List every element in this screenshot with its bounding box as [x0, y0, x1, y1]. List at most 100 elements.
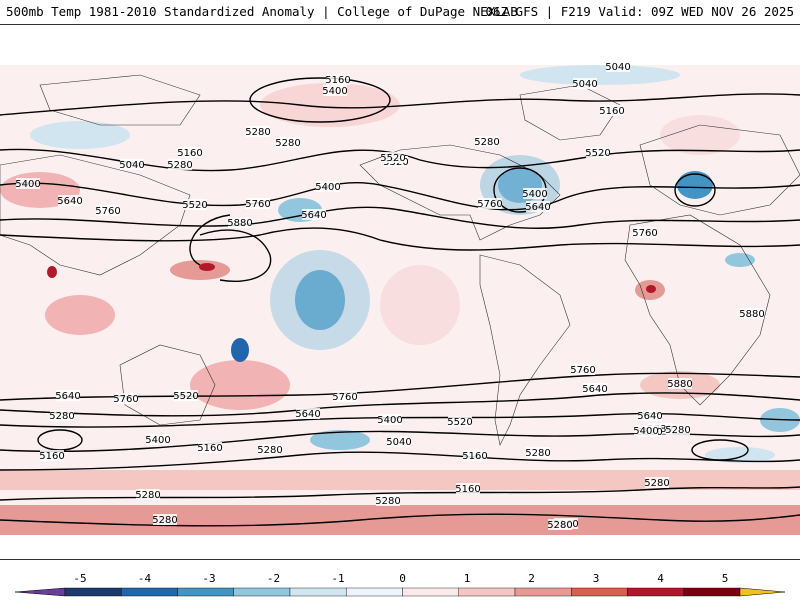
contour-label-background [463, 450, 487, 461]
colorbar-segment [683, 587, 741, 597]
contour-label-background [276, 137, 300, 148]
contour-height-label: 5640 [582, 384, 607, 395]
warm-anomaly-patch [45, 295, 115, 335]
contour-label-background [571, 364, 595, 375]
contour-height-label: 5520 [447, 417, 472, 428]
contour-height-label: 5640 [637, 411, 662, 422]
contour-height-label: 5760 [113, 394, 138, 405]
colorbar-segment [571, 587, 628, 597]
cool-anomaly-patch [520, 65, 680, 85]
contour-height-label: 5280 [135, 490, 160, 501]
contour-label-background [302, 209, 326, 220]
contour-label-background [326, 74, 350, 85]
contour-line [199, 229, 272, 282]
contour-label-background [606, 61, 630, 72]
contour-height-label: 5040 [119, 160, 144, 171]
siberia-outline [39, 74, 201, 126]
contour-height-label: 5760 [632, 228, 657, 239]
contour-label-background [523, 188, 547, 199]
contour-height-label: 5400 [145, 435, 170, 446]
contour-line [0, 148, 800, 172]
africa-outline [624, 214, 771, 406]
contour-labels: 5040516054005040516052805520528051605280… [15, 61, 765, 531]
contour-label-background [633, 227, 657, 238]
cool-anomaly-patch [677, 171, 713, 199]
contour-height-label: 5640 [295, 409, 320, 420]
contour-height-label: 5280 [525, 448, 550, 459]
contour-label-background [168, 159, 192, 170]
contour-height-label: 5280 [167, 160, 192, 171]
colorbar-segment [121, 587, 178, 597]
contour-label-background [526, 201, 550, 212]
contour-height-label: 5160 [177, 148, 202, 159]
contour-height-label: 5280 [275, 138, 300, 149]
contour-label-background [448, 416, 472, 427]
contour-line [0, 513, 800, 527]
contour-label-background [50, 410, 74, 421]
contour-line [0, 412, 800, 428]
cool-anomaly-patch [30, 121, 130, 149]
contour-label-background [526, 447, 550, 458]
contour-height-label: 5040 [386, 437, 411, 448]
colorbar-segment [289, 587, 347, 597]
map-panel: 5040516054005040516052805520528051605280… [0, 24, 800, 560]
contour-line [0, 206, 800, 229]
contour-label-background [478, 198, 502, 209]
contour-height-label: 5280 [375, 496, 400, 507]
contour-label-background [114, 393, 138, 404]
contour-label-background [58, 195, 82, 206]
map-title: 500mb Temp 1981-2010 Standardized Anomal… [6, 4, 518, 19]
contour-label-background [668, 378, 692, 389]
contour-label-background [638, 410, 662, 421]
colorbar-segment [514, 587, 572, 597]
contour-closed-low [674, 173, 716, 207]
model-run-info: 06Z GFS | F219 Valid: 09Z WED NOV 26 202… [485, 4, 794, 19]
colorbar-over-triangle [739, 587, 786, 597]
contour-height-label: 5160 [325, 75, 350, 86]
contour-height-label: 5760 [95, 206, 120, 217]
cool-anomaly-patch [310, 430, 370, 450]
contour-height-label: 5280 [245, 127, 270, 138]
colorbar-under-triangle [14, 587, 66, 597]
contour-line [0, 451, 800, 471]
contour-label-background [573, 78, 597, 89]
cool-anomaly-patch [270, 250, 370, 350]
colorbar-segment [402, 587, 459, 597]
contour-height-label: 5280 [547, 520, 572, 531]
contour-label-background [146, 434, 170, 445]
contour-height-label: 5400 [522, 189, 547, 200]
contour-height-label: 5280 [257, 445, 282, 456]
contour-label-background [40, 450, 64, 461]
europe-outline [639, 124, 800, 216]
contour-label-background [258, 444, 282, 455]
contour-height-label: 5160 [455, 484, 480, 495]
colorbar-tick-label: 2 [528, 572, 535, 585]
colorbar-tick-label: 0 [399, 572, 406, 585]
contour-label-background [666, 424, 690, 435]
contour-height-label: 5040 [572, 79, 597, 90]
contour-line [0, 430, 800, 453]
contour-label-background [246, 126, 270, 137]
contour-label-background [475, 136, 499, 147]
colorbar-tick-label: -5 [73, 572, 86, 585]
contour-height-label: 5760 [332, 392, 357, 403]
warm-anomaly-core [199, 263, 215, 271]
contour-height-label: 5640 [525, 202, 550, 213]
australia-outline [119, 344, 216, 426]
contour-height-label: 5280 [474, 137, 499, 148]
contour-label-background [333, 391, 357, 402]
contour-label-background [16, 178, 40, 189]
contour-line [0, 181, 800, 211]
contour-height-label: 5520 [585, 148, 610, 159]
contour-height-label: 5160 [599, 106, 624, 117]
contour-label-background [246, 198, 270, 209]
contour-height-label: 5520 [182, 200, 207, 211]
contour-height-label: 5520 [173, 391, 198, 402]
contour-height-label: 5880 [667, 379, 692, 390]
warm-anomaly-band [0, 470, 800, 490]
contour-height-label: 5280 [152, 515, 177, 526]
contour-label-background [296, 408, 320, 419]
contour-label-background [56, 390, 80, 401]
colorbar-tick-label: -1 [331, 572, 344, 585]
